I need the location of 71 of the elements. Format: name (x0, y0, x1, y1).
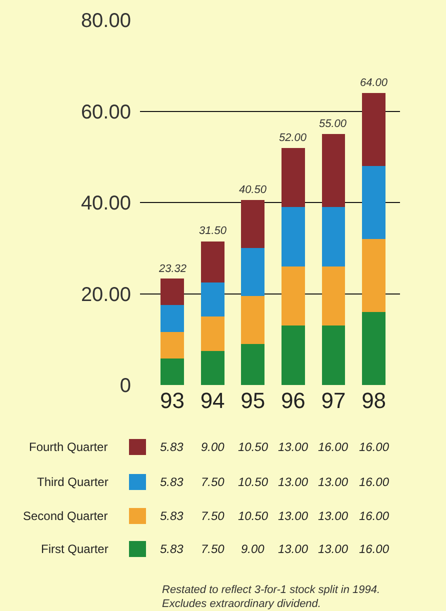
bar (160, 358, 184, 385)
data-label: 13.00 (318, 542, 348, 556)
data-label: 10.50 (238, 509, 268, 523)
bar (241, 248, 265, 296)
legend-label: Fourth Quarter (29, 440, 108, 454)
bar (200, 350, 224, 385)
bar (241, 200, 265, 248)
text: Excludes extraordinary dividend. (162, 598, 321, 610)
bar (200, 241, 224, 282)
bar (281, 207, 305, 266)
bar (362, 93, 386, 166)
bar (362, 239, 386, 312)
bar (160, 305, 184, 332)
data-label: 13.00 (278, 440, 308, 454)
data-label: 13.00 (278, 542, 308, 556)
data-label: 5.83 (160, 542, 184, 556)
bar (322, 207, 346, 266)
data-label: 9.00 (201, 440, 225, 454)
data-label: 13.00 (318, 475, 348, 489)
total-label: 40.50 (239, 184, 268, 196)
bar (362, 166, 386, 239)
data-label: 10.50 (238, 440, 268, 454)
data-label: 13.00 (318, 509, 348, 523)
x-tick-label: 95 (240, 388, 266, 413)
total-label: 64.00 (360, 77, 388, 89)
y-tick-label: 20.00 (80, 284, 131, 306)
bar (362, 312, 386, 385)
x-tick-label: 96 (280, 388, 306, 413)
x-tick-label: 98 (362, 388, 386, 413)
data-label: 5.83 (160, 440, 184, 454)
bar (322, 326, 346, 385)
bar (241, 296, 265, 344)
y-tick-label: 60.00 (80, 101, 131, 124)
data-label: 16.00 (359, 542, 390, 556)
bar (281, 326, 305, 385)
bar (160, 332, 184, 358)
total-label: 23.32 (158, 263, 187, 275)
y-tick-label: 40.00 (80, 192, 131, 214)
total-label: 31.50 (199, 225, 228, 237)
bar (281, 266, 305, 326)
x-tick-label: 97 (321, 388, 346, 413)
total-label: 55.00 (319, 118, 348, 130)
bar (160, 278, 184, 306)
data-label: 5.83 (160, 509, 184, 523)
data-label: 7.50 (201, 509, 225, 523)
x-tick-label: 93 (160, 388, 184, 413)
data-label: 7.50 (201, 475, 225, 489)
data-label: 16.00 (359, 440, 390, 454)
bar (241, 344, 265, 385)
total-label: 52.00 (279, 132, 308, 144)
legend-label: Third Quarter (37, 475, 108, 489)
data-label: 5.83 (160, 475, 184, 489)
y-tick-label: 80.00 (80, 10, 131, 32)
bar (322, 266, 346, 326)
x-tick-label: 94 (200, 388, 225, 413)
data-label: 9.00 (241, 542, 265, 556)
legend-label: First Quarter (41, 542, 108, 556)
bar (200, 282, 224, 317)
bar (322, 134, 346, 208)
text: Restated to reflect 3-for-1 stock split in 1994. (162, 584, 380, 596)
data-label: 16.00 (318, 440, 348, 454)
legend-label: Second Quarter (23, 509, 108, 523)
data-label: 16.00 (359, 509, 390, 523)
data-label: 10.50 (238, 475, 268, 489)
data-label: 13.00 (278, 509, 308, 523)
data-label: 13.00 (278, 475, 308, 489)
bar (200, 316, 224, 351)
data-label: 16.00 (359, 475, 390, 489)
data-label: 7.50 (201, 542, 225, 556)
y-tick-label: 0 (120, 375, 131, 397)
bar (281, 148, 305, 208)
